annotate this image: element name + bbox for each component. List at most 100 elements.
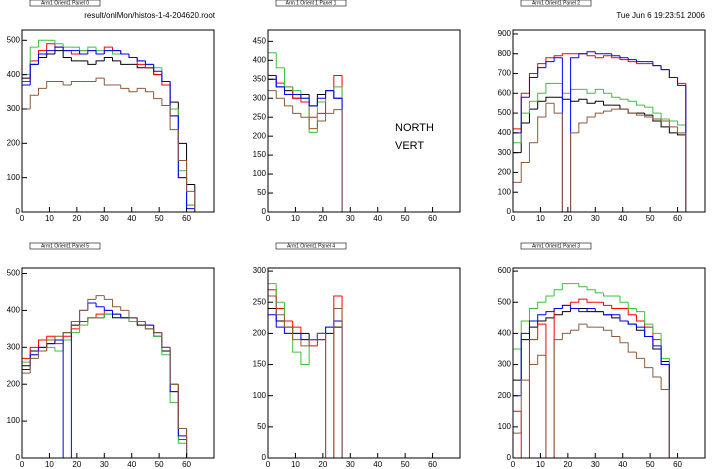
y-tick-label: 300 bbox=[253, 266, 267, 275]
histogram-bin bbox=[553, 57, 563, 62]
histogram-bin bbox=[95, 50, 105, 55]
histogram-bin bbox=[644, 311, 653, 325]
panel-title: Arm 1 Orient 1 Panel 1 bbox=[286, 1, 337, 7]
histogram-bin bbox=[652, 367, 662, 378]
histogram-bin bbox=[120, 50, 129, 55]
histogram-bin bbox=[635, 324, 645, 328]
histogram-bin bbox=[520, 332, 530, 396]
histogram-bin bbox=[652, 336, 662, 347]
histogram-bin bbox=[316, 97, 326, 106]
y-tick-label: 0 bbox=[507, 453, 512, 462]
x-tick-label: 40 bbox=[127, 460, 136, 469]
histogram-bin bbox=[677, 77, 686, 86]
histogram-bin bbox=[87, 60, 97, 65]
histogram-bin bbox=[619, 314, 629, 322]
histogram-bin bbox=[120, 60, 129, 65]
histogram-bin bbox=[570, 132, 579, 212]
y-tick-label: 500 bbox=[498, 297, 512, 306]
x-tick-label: 40 bbox=[373, 214, 382, 223]
histogram-bin bbox=[300, 352, 310, 366]
histogram-bin bbox=[70, 57, 80, 62]
y-tick-label: 0 bbox=[507, 207, 512, 216]
histogram-bin bbox=[37, 39, 47, 48]
x-tick-label: 0 bbox=[266, 214, 271, 223]
histogram-bin bbox=[87, 50, 97, 55]
histogram-bin bbox=[95, 60, 105, 65]
y-tick-label: 50 bbox=[257, 422, 266, 431]
histogram-bin bbox=[308, 339, 318, 346]
y-tick-label: 200 bbox=[498, 391, 512, 400]
x-tick-label: 0 bbox=[511, 460, 516, 469]
histogram-bin bbox=[545, 61, 555, 68]
histogram-bin bbox=[144, 88, 154, 93]
histogram-bin bbox=[553, 55, 563, 58]
x-tick-label: 60 bbox=[673, 214, 682, 223]
histogram-bin bbox=[627, 320, 637, 325]
y-tick-label: 100 bbox=[498, 187, 512, 196]
histogram-bin bbox=[46, 43, 55, 51]
histogram-bin bbox=[660, 377, 670, 390]
histogram-bin bbox=[528, 339, 538, 458]
histogram-bin bbox=[537, 323, 546, 340]
y-tick-label: 100 bbox=[498, 422, 512, 431]
histogram-bin bbox=[333, 90, 343, 99]
file-name: result/onlMon/histos-1-4-204620.root bbox=[84, 11, 216, 20]
histogram-bin bbox=[660, 121, 670, 128]
y-tick-label: 500 bbox=[498, 108, 512, 117]
histogram-bin bbox=[528, 307, 538, 321]
histogram-bin bbox=[46, 339, 55, 352]
frame bbox=[267, 267, 461, 459]
histogram-bin bbox=[652, 115, 662, 122]
histogram-bin bbox=[603, 89, 612, 94]
histogram-bin bbox=[308, 98, 318, 133]
y-tick-label: 50 bbox=[257, 188, 266, 197]
histogram-bin bbox=[112, 310, 121, 315]
histogram-bin bbox=[537, 354, 546, 365]
annotation: VERT bbox=[395, 140, 424, 152]
x-tick-label: 10 bbox=[45, 214, 54, 223]
y-tick-label: 100 bbox=[7, 173, 21, 182]
x-tick-label: 50 bbox=[155, 460, 164, 469]
y-tick-label: 800 bbox=[498, 49, 512, 58]
histogram-bin bbox=[586, 51, 596, 54]
histogram-bin bbox=[308, 98, 318, 107]
x-tick-label: 40 bbox=[373, 460, 382, 469]
histogram-bin bbox=[186, 160, 195, 192]
x-tick-label: 30 bbox=[346, 214, 355, 223]
histogram-bin bbox=[87, 317, 97, 326]
frame bbox=[21, 29, 215, 213]
y-tick-label: 100 bbox=[253, 169, 267, 178]
histogram-bin bbox=[144, 321, 154, 330]
histogram-bin bbox=[677, 132, 686, 136]
y-tick-label: 600 bbox=[498, 266, 512, 275]
histogram-bin bbox=[316, 120, 326, 129]
histogram-bin bbox=[537, 116, 546, 143]
histogram-bin bbox=[635, 314, 645, 322]
histogram-bin bbox=[153, 64, 162, 72]
histogram-bin bbox=[594, 55, 604, 59]
histogram-bin bbox=[300, 94, 310, 99]
histogram-bin bbox=[46, 81, 55, 89]
histogram-bin bbox=[103, 56, 113, 61]
panel-title: Arm1 Orient1 Panel 2 bbox=[532, 1, 580, 7]
histogram-bin bbox=[153, 328, 162, 334]
histogram-bin bbox=[635, 308, 645, 313]
histogram-bin bbox=[570, 329, 579, 334]
histogram-bin bbox=[46, 50, 55, 55]
histogram-bin bbox=[594, 289, 604, 294]
histogram-bin bbox=[578, 98, 588, 102]
histogram-bin bbox=[275, 314, 285, 328]
title-box bbox=[520, 0, 592, 7]
histogram-bin bbox=[619, 296, 629, 303]
histogram-bin bbox=[578, 298, 588, 303]
histogram-bin bbox=[537, 314, 546, 321]
histogram-bin bbox=[169, 347, 179, 385]
y-tick-label: 500 bbox=[7, 35, 21, 44]
y-tick-label: 500 bbox=[7, 269, 21, 278]
histogram-bin bbox=[103, 306, 113, 311]
histogram-bin bbox=[553, 103, 563, 114]
histogram-bin bbox=[62, 81, 72, 86]
histogram-bin bbox=[561, 283, 571, 290]
y-tick-label: 200 bbox=[7, 138, 21, 147]
